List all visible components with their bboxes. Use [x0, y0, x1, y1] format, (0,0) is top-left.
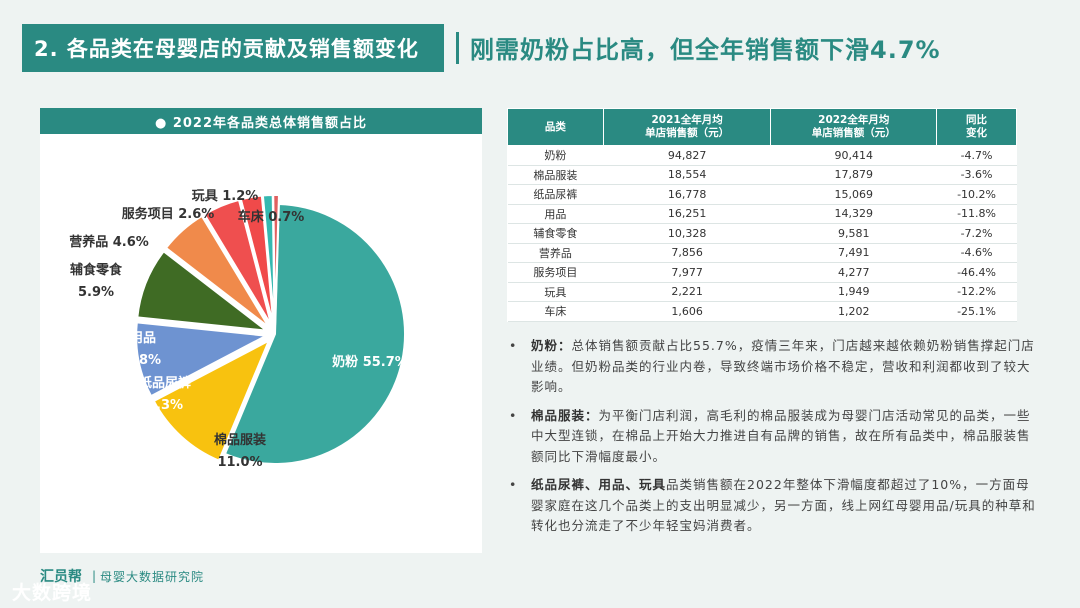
table-cell: -4.6%	[936, 243, 1017, 263]
table-cell: -46.4%	[936, 262, 1017, 283]
pie-slice	[272, 194, 281, 326]
table-cell: 7,977	[603, 262, 771, 283]
table-cell: 9,581	[770, 223, 937, 244]
pie-slice	[136, 249, 271, 333]
table-cell: 1,949	[770, 282, 937, 302]
bullet-text: 总体销售额贡献占比55.7%，疫情三年来，门店越来越依赖奶粉销售撑起门店业绩。但…	[531, 338, 1035, 394]
watermark: 大数跨境	[12, 582, 93, 604]
bullet-keyword: 奶粉：	[531, 338, 572, 353]
table-cell: -7.2%	[936, 223, 1017, 244]
table-header-row: 品类 2021全年月均 单店销售额（元） 2022全年月均 单店销售额（元） 同…	[507, 108, 1017, 146]
table-row: 玩具 2,221 1,949 -12.2%	[507, 282, 1017, 302]
table-cell: 用品	[507, 204, 604, 224]
pie-slice	[152, 338, 271, 462]
table-cell: 17,879	[770, 165, 937, 185]
table-cell: 车床	[507, 301, 604, 322]
table-cell: 10,328	[603, 223, 771, 244]
table-cell: 7,491	[770, 243, 937, 263]
commentary-bullets: • 奶粉：总体销售额贡献占比55.7%，疫情三年来，门店越来越依赖奶粉销售撑起门…	[507, 336, 1037, 545]
pie-chart-title: ● 2022年各品类总体销售额占比	[40, 108, 482, 134]
pie-slice	[239, 194, 275, 326]
sales-table: 品类 2021全年月均 单店销售额（元） 2022全年月均 单店销售额（元） 同…	[507, 108, 1017, 322]
table-row: 用品 16,251 14,329 -11.8%	[507, 204, 1017, 224]
table-cell: 辅食零食	[507, 223, 604, 244]
table-header-2021: 2021全年月均 单店销售额（元）	[602, 108, 772, 146]
bullet-dot: •	[509, 477, 518, 492]
table-cell: -25.1%	[936, 301, 1017, 322]
footer-separator: |	[92, 569, 97, 583]
pie-data-label: 用品 8.8%	[125, 331, 161, 368]
pie-data-label: 纸品尿裤 9.3%	[139, 375, 191, 413]
bullet-text: 品类销售额在2022年整体下滑幅度都超过了10%，一方面母婴家庭在这几个品类上的…	[531, 477, 1036, 533]
table-cell: 2,221	[603, 282, 771, 302]
table-row: 奶粉 94,827 90,414 -4.7%	[507, 145, 1017, 166]
table-cell: -11.8%	[936, 204, 1017, 224]
table-header-2022: 2022全年月均 单店销售额（元）	[770, 108, 938, 146]
pie-slice	[202, 198, 273, 327]
table-cell: 1,202	[770, 301, 937, 322]
table-cell: 奶粉	[507, 145, 604, 166]
section-title: 2. 各品类在母婴店的贡献及销售额变化	[22, 24, 444, 72]
pie-slice	[223, 203, 406, 465]
bullet-diapers-supplies-toys: • 纸品尿裤、用品、玩具品类销售额在2022年整体下滑幅度都超过了10%，一方面…	[507, 475, 1037, 537]
table-cell: 7,856	[603, 243, 771, 263]
table-cell: 90,414	[770, 145, 937, 166]
bullet-dot: •	[509, 338, 518, 353]
table-cell: 14,329	[770, 204, 937, 224]
table-row: 纸品尿裤 16,778 15,069 -10.2%	[507, 184, 1017, 205]
bullet-keyword: 棉品服装：	[531, 407, 599, 423]
pie-data-label: 服务项目 2.6%	[122, 206, 215, 222]
bullet-milk-powder: • 奶粉：总体销售额贡献占比55.7%，疫情三年来，门店越来越依赖奶粉销售撑起门…	[507, 336, 1037, 398]
table-cell: 4,277	[770, 262, 937, 283]
table-row: 营养品 7,856 7,491 -4.6%	[507, 243, 1017, 263]
table-cell: 棉品服装	[507, 165, 604, 185]
header-divider	[456, 32, 459, 64]
table-cell: 服务项目	[507, 262, 604, 283]
table-row: 服务项目 7,977 4,277 -46.4%	[507, 262, 1017, 283]
pie-slice	[135, 321, 270, 398]
pie-data-label: 奶粉 55.7%	[331, 354, 408, 370]
table-cell: -12.2%	[936, 282, 1017, 302]
table-cell: -3.6%	[936, 165, 1017, 185]
table-row: 车床 1,606 1,202 -25.1%	[507, 301, 1017, 322]
footer-logo: 汇员帮	[40, 569, 82, 585]
table-cell: 16,778	[603, 184, 771, 205]
table-header-change: 同比 变化	[936, 108, 1017, 146]
table-cell: -4.7%	[936, 145, 1017, 166]
footer-org: 母婴大数据研究院	[100, 569, 205, 584]
sales-table-wrap: 品类 2021全年月均 单店销售额（元） 2022全年月均 单店销售额（元） 同…	[507, 108, 1017, 322]
table-row: 辅食零食 10,328 9,581 -7.2%	[507, 223, 1017, 244]
pie-data-label: 车床 0.7%	[238, 209, 305, 225]
table-header-category: 品类	[507, 108, 604, 146]
footer: 汇员帮 | 母婴大数据研究院	[40, 566, 204, 586]
bullet-cotton-clothing: • 棉品服装：为平衡门店利润，高毛利的棉品服装成为母婴门店活动常见的品类，一些中…	[507, 406, 1037, 468]
table-cell: -10.2%	[936, 184, 1017, 205]
bullet-text: 为平衡门店利润，高毛利的棉品服装成为母婴门店活动常见的品类，一些中大型连锁，在棉…	[531, 407, 1031, 464]
bullet-dot: •	[509, 407, 518, 423]
table-cell: 16,251	[603, 204, 771, 224]
pie-data-label: 营养品 4.6%	[69, 234, 149, 250]
pie-data-label: 玩具 1.2%	[192, 189, 259, 204]
pie-data-label: 棉品服装 11.0%	[214, 432, 266, 470]
table-cell: 1,606	[603, 301, 771, 322]
table-cell: 纸品尿裤	[507, 184, 604, 205]
pie-chart-panel: ● 2022年各品类总体销售额占比 奶粉 55.7% 棉品服装 11.0% 纸品尿裤 9…	[40, 108, 482, 553]
table-cell: 15,069	[770, 184, 937, 205]
table-cell: 18,554	[603, 165, 771, 185]
pie-chart: 奶粉 55.7% 棉品服装 11.0% 纸品尿裤 9.3% 用品 8.8%辅食零食 5.9% 营…	[69, 189, 408, 470]
pie-slice	[164, 214, 270, 329]
pie-data-label: 辅食零食 5.9%	[70, 262, 123, 300]
table-cell: 玩具	[507, 282, 604, 302]
bullet-keyword: 纸品尿裤、用品、玩具	[531, 477, 667, 492]
table-cell: 营养品	[507, 243, 604, 263]
page-subtitle: 刚需奶粉占比高，但全年销售额下滑4.7%	[470, 36, 941, 64]
table-row: 棉品服装 18,554 17,879 -3.6%	[507, 165, 1017, 185]
table-cell: 94,827	[603, 145, 771, 166]
